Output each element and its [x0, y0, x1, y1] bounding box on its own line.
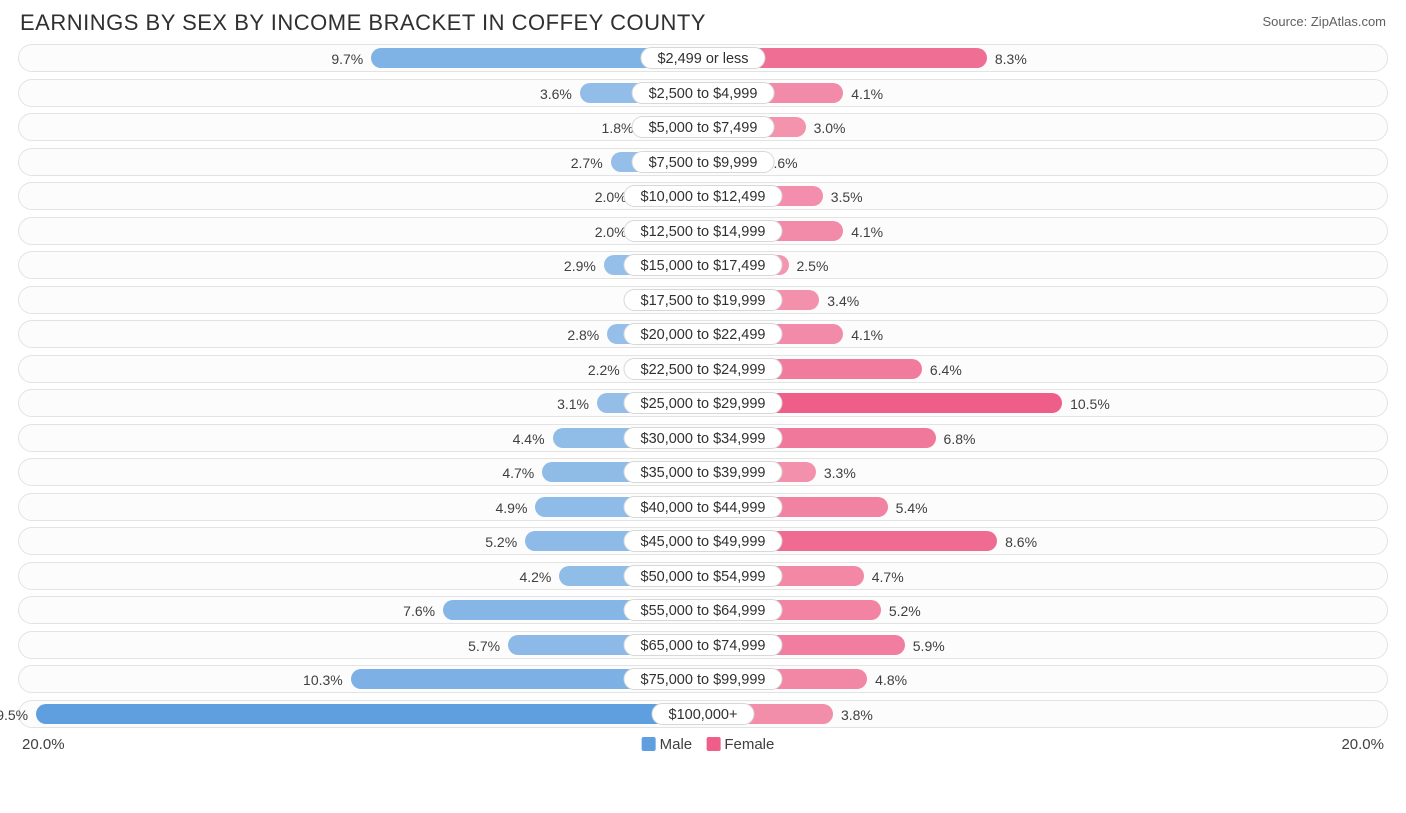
- female-value: 3.3%: [824, 459, 856, 487]
- income-row: 3.1% 10.5% $25,000 to $29,999: [18, 389, 1388, 417]
- male-value: 7.6%: [403, 597, 435, 625]
- bracket-label: $15,000 to $17,499: [624, 254, 783, 276]
- male-value: 9.7%: [331, 45, 363, 73]
- female-value: 4.8%: [875, 666, 907, 694]
- male-value: 2.0%: [595, 183, 627, 211]
- male-value: 2.0%: [595, 218, 627, 246]
- female-value: 10.5%: [1070, 390, 1110, 418]
- income-row: 2.0% 3.5% $10,000 to $12,499: [18, 182, 1388, 210]
- male-value: 2.9%: [564, 252, 596, 280]
- bracket-label: $17,500 to $19,999: [624, 289, 783, 311]
- income-row: 10.3% 4.8% $75,000 to $99,999: [18, 665, 1388, 693]
- axis-max-left: 20.0%: [22, 736, 65, 753]
- male-value: 1.8%: [602, 114, 634, 142]
- income-row: 2.2% 6.4% $22,500 to $24,999: [18, 355, 1388, 383]
- income-row: 2.9% 2.5% $15,000 to $17,499: [18, 251, 1388, 279]
- male-value: 19.5%: [0, 701, 28, 729]
- male-value: 5.2%: [485, 528, 517, 556]
- bracket-label: $100,000+: [652, 703, 755, 725]
- income-row: 4.9% 5.4% $40,000 to $44,999: [18, 493, 1388, 521]
- bracket-label: $75,000 to $99,999: [624, 668, 783, 690]
- income-row: 5.2% 8.6% $45,000 to $49,999: [18, 527, 1388, 555]
- female-value: 5.9%: [913, 632, 945, 660]
- bracket-label: $7,500 to $9,999: [632, 151, 775, 173]
- bracket-label: $35,000 to $39,999: [624, 461, 783, 483]
- chart-footer: 20.0% Male Female 20.0%: [0, 734, 1406, 762]
- bracket-label: $25,000 to $29,999: [624, 392, 783, 414]
- bracket-label: $40,000 to $44,999: [624, 496, 783, 518]
- male-value: 4.7%: [502, 459, 534, 487]
- male-value: 2.2%: [588, 356, 620, 384]
- female-value: 6.8%: [944, 425, 976, 453]
- income-row: 3.6% 4.1% $2,500 to $4,999: [18, 79, 1388, 107]
- male-value: 3.1%: [557, 390, 589, 418]
- female-value: 4.1%: [851, 218, 883, 246]
- female-value: 8.3%: [995, 45, 1027, 73]
- bracket-label: $30,000 to $34,999: [624, 427, 783, 449]
- bracket-label: $12,500 to $14,999: [624, 220, 783, 242]
- income-row: 0.63%3.4%$17,500 to $19,999: [18, 286, 1388, 314]
- male-bar: [36, 704, 703, 724]
- male-value: 2.8%: [567, 321, 599, 349]
- income-row: 5.7% 5.9% $65,000 to $74,999: [18, 631, 1388, 659]
- income-row: 19.5%3.8%$100,000+: [18, 700, 1388, 728]
- legend-label-female: Female: [724, 736, 774, 753]
- bracket-label: $2,499 or less: [640, 47, 765, 69]
- male-value: 4.2%: [519, 563, 551, 591]
- female-value: 3.4%: [827, 287, 859, 315]
- bracket-label: $55,000 to $64,999: [624, 599, 783, 621]
- income-row: 2.8% 4.1% $20,000 to $22,499: [18, 320, 1388, 348]
- bracket-label: $2,500 to $4,999: [632, 82, 775, 104]
- legend-swatch-female: [706, 737, 720, 751]
- chart-area: 9.7% 8.3% $2,499 or less 3.6% 4.1% $2,500 to …: [0, 44, 1406, 728]
- female-value: 3.5%: [831, 183, 863, 211]
- female-value: 2.5%: [797, 252, 829, 280]
- male-value: 4.9%: [496, 494, 528, 522]
- bracket-label: $20,000 to $22,499: [624, 323, 783, 345]
- bracket-label: $5,000 to $7,499: [632, 116, 775, 138]
- bracket-label: $50,000 to $54,999: [624, 565, 783, 587]
- bracket-label: $65,000 to $74,999: [624, 634, 783, 656]
- male-value: 4.4%: [513, 425, 545, 453]
- income-row: 2.0% 4.1% $12,500 to $14,999: [18, 217, 1388, 245]
- female-value: 8.6%: [1005, 528, 1037, 556]
- female-value: 4.7%: [872, 563, 904, 591]
- income-row: 2.7%1.6%$7,500 to $9,999: [18, 148, 1388, 176]
- income-row: 4.2% 4.7% $50,000 to $54,999: [18, 562, 1388, 590]
- female-value: 3.8%: [841, 701, 873, 729]
- income-row: 4.7% 3.3% $35,000 to $39,999: [18, 458, 1388, 486]
- legend: Male Female: [632, 736, 775, 753]
- source-attribution: Source: ZipAtlas.com: [1262, 14, 1386, 29]
- bracket-label: $22,500 to $24,999: [624, 358, 783, 380]
- chart-title: EARNINGS BY SEX BY INCOME BRACKET IN COF…: [20, 10, 706, 36]
- legend-swatch-male: [642, 737, 656, 751]
- female-value: 4.1%: [851, 80, 883, 108]
- male-value: 3.6%: [540, 80, 572, 108]
- female-value: 3.0%: [814, 114, 846, 142]
- income-row: 7.6% 5.2% $55,000 to $64,999: [18, 596, 1388, 624]
- bracket-label: $45,000 to $49,999: [624, 530, 783, 552]
- male-value: 2.7%: [571, 149, 603, 177]
- axis-max-right: 20.0%: [1341, 736, 1384, 753]
- income-row: 1.8% 3.0% $5,000 to $7,499: [18, 113, 1388, 141]
- male-value: 10.3%: [303, 666, 343, 694]
- female-value: 5.4%: [896, 494, 928, 522]
- bracket-label: $10,000 to $12,499: [624, 185, 783, 207]
- legend-label-male: Male: [660, 736, 693, 753]
- male-value: 5.7%: [468, 632, 500, 660]
- female-value: 4.1%: [851, 321, 883, 349]
- income-row: 9.7% 8.3% $2,499 or less: [18, 44, 1388, 72]
- income-row: 4.4% 6.8% $30,000 to $34,999: [18, 424, 1388, 452]
- female-value: 6.4%: [930, 356, 962, 384]
- female-value: 5.2%: [889, 597, 921, 625]
